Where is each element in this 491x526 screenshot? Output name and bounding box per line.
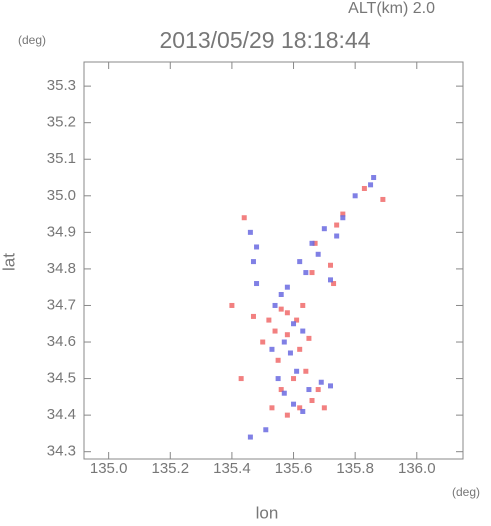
point [309, 398, 315, 404]
point [306, 335, 312, 341]
point [309, 240, 315, 246]
point [328, 277, 334, 283]
point [247, 434, 253, 440]
point [278, 387, 284, 393]
point [303, 368, 309, 374]
point [287, 350, 293, 356]
point [238, 376, 244, 382]
point [266, 317, 272, 323]
point [368, 182, 374, 188]
point [340, 211, 346, 217]
point [294, 368, 300, 374]
point [291, 321, 297, 327]
point [334, 222, 340, 228]
point [250, 313, 256, 319]
point [269, 405, 275, 411]
point [278, 291, 284, 297]
point [300, 302, 306, 308]
point [318, 379, 324, 385]
point [241, 215, 247, 221]
point [281, 390, 287, 396]
x-tick-label: 135.2 [152, 460, 190, 477]
point [331, 281, 337, 287]
point [297, 405, 303, 411]
x-tick-label: 135.4 [213, 460, 251, 477]
point [275, 376, 281, 382]
y-tick-label: 34.8 [47, 260, 76, 277]
y-tick-label: 35.0 [47, 187, 76, 204]
y-tick-label: 35.3 [47, 77, 76, 94]
point [312, 240, 318, 246]
point [291, 401, 297, 407]
y-tick-label: 35.2 [47, 114, 76, 131]
x-tick-label: 135.8 [336, 460, 374, 477]
point [294, 317, 300, 323]
point [321, 226, 327, 232]
point [284, 284, 290, 290]
y-tick-label: 35.1 [47, 150, 76, 167]
point [247, 229, 253, 235]
point [297, 259, 303, 265]
point [254, 281, 260, 287]
y-axis-label: lat [0, 253, 18, 271]
point [309, 270, 315, 276]
y-tick-label: 34.5 [47, 370, 76, 387]
plot-frame [83, 61, 464, 460]
y-tick-label: 34.9 [47, 223, 76, 240]
y-tick-label: 34.6 [47, 333, 76, 350]
point [260, 339, 266, 345]
point [263, 427, 269, 433]
chart-title: 2013/05/29 18:18:44 [159, 27, 370, 53]
point [284, 310, 290, 316]
point [250, 259, 256, 265]
point [278, 306, 284, 312]
point [321, 405, 327, 411]
point [334, 233, 340, 239]
point [380, 196, 386, 202]
y-tick-label: 34.4 [47, 406, 76, 423]
point [272, 328, 278, 334]
point [284, 412, 290, 418]
point [361, 185, 367, 191]
y-tick-label: 34.3 [47, 443, 76, 460]
x-axis-label: lon [256, 503, 279, 521]
y-tick-label: 34.7 [47, 296, 76, 313]
point [300, 408, 306, 414]
x-tick-label: 135.0 [90, 460, 128, 477]
point [297, 346, 303, 352]
point [328, 262, 334, 268]
point [315, 251, 321, 257]
point [315, 387, 321, 393]
point [340, 215, 346, 221]
point [352, 193, 358, 199]
point [281, 339, 287, 345]
point [284, 332, 290, 338]
point [300, 328, 306, 334]
annotation: ALT(km) 2.0 [348, 0, 435, 17]
point [303, 270, 309, 276]
point [371, 175, 377, 181]
point [275, 357, 281, 363]
point [272, 302, 278, 308]
point [229, 302, 235, 308]
point [269, 346, 275, 352]
point [291, 376, 297, 382]
point [254, 244, 260, 250]
x-unit: (deg) [452, 485, 480, 499]
x-tick-label: 136.0 [398, 460, 436, 477]
y-unit: (deg) [18, 33, 46, 47]
point [306, 387, 312, 393]
x-tick-label: 135.6 [275, 460, 313, 477]
point [328, 383, 334, 389]
